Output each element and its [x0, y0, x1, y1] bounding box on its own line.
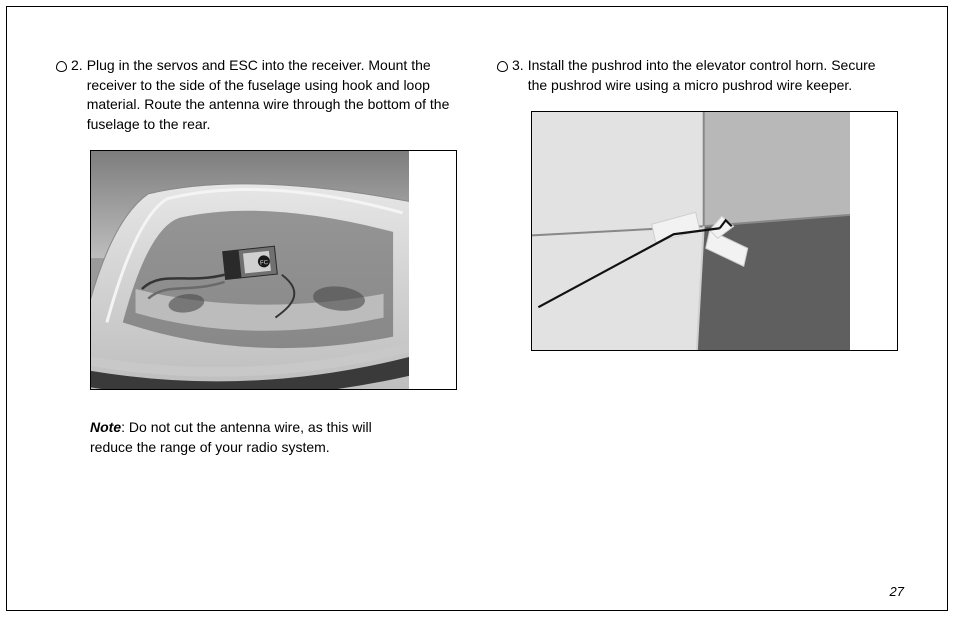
step-2-text: Plug in the servos and ESC into the rece…: [87, 56, 457, 134]
left-column: 2. Plug in the servos and ESC into the r…: [56, 56, 477, 581]
step-3-text: Install the pushrod into the elevator co…: [528, 56, 898, 95]
checkbox-icon: [497, 61, 508, 72]
page-content: 2. Plug in the servos and ESC into the r…: [6, 6, 948, 611]
step-3: 3. Install the pushrod into the elevator…: [497, 56, 898, 95]
note-text: : Do not cut the antenna wire, as this w…: [90, 419, 372, 455]
step-3-number: 3.: [512, 56, 528, 76]
step-2-number: 2.: [71, 56, 87, 76]
step-2-note: Note: Do not cut the antenna wire, as th…: [90, 418, 400, 457]
step-2-photo: FC: [90, 150, 457, 390]
step-3-photo: [531, 111, 898, 351]
step-2: 2. Plug in the servos and ESC into the r…: [56, 56, 457, 134]
step-3-photo-wrap: [531, 111, 898, 351]
step-2-photo-wrap: FC: [90, 150, 457, 390]
right-column: 3. Install the pushrod into the elevator…: [477, 56, 898, 581]
svg-text:FC: FC: [260, 260, 269, 267]
step-3-checkbox: [497, 56, 512, 77]
checkbox-icon: [56, 61, 67, 72]
step-2-checkbox: [56, 56, 71, 77]
note-label: Note: [90, 419, 121, 435]
page-number: 27: [890, 584, 904, 599]
